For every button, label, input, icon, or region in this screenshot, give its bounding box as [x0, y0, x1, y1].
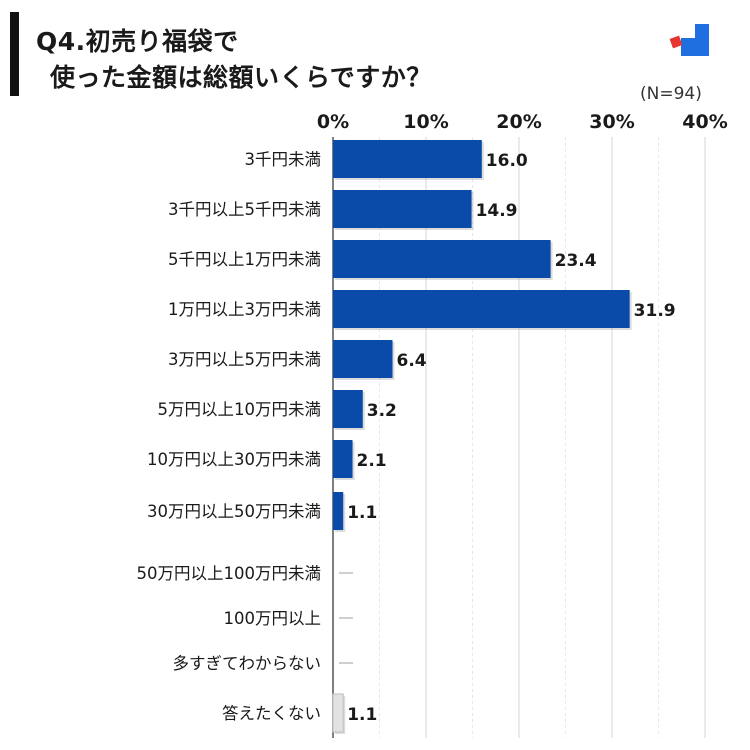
- value-label: 31.9: [634, 301, 676, 321]
- x-tick-label: 10%: [403, 111, 448, 133]
- category-label: 5千円以上1万円未満: [168, 250, 321, 269]
- value-label: 6.4: [397, 351, 427, 371]
- category-label: 30万円以上50万円未満: [147, 502, 321, 521]
- category-label: 3千円以上5千円未満: [168, 200, 321, 219]
- value-label: 1.1: [347, 503, 377, 523]
- bar: [333, 492, 344, 530]
- category-label: 3千円未満: [245, 150, 322, 169]
- bar: [333, 290, 630, 328]
- x-tick-label: 30%: [589, 111, 634, 133]
- value-label: 16.0: [486, 151, 528, 171]
- category-label: 多すぎてわからない: [173, 654, 322, 673]
- x-tick-label: 0%: [317, 111, 349, 133]
- brand-logo: [669, 24, 709, 56]
- category-label: 答えたくない: [222, 704, 321, 723]
- bar: [333, 340, 393, 378]
- bar: [333, 440, 353, 478]
- x-tick-label: 40%: [682, 111, 727, 133]
- bar: [333, 190, 472, 228]
- value-label: 14.9: [476, 201, 518, 221]
- logo-red-shape: [669, 35, 683, 49]
- bar: [333, 140, 482, 178]
- value-label: 1.1: [347, 705, 377, 725]
- category-label: 5万円以上10万円未満: [158, 400, 322, 419]
- title-line-1: Q4.初売り福袋で: [36, 27, 239, 56]
- title-line-2: 使った金額は総額いくらですか？: [50, 63, 432, 92]
- x-tick-label: 20%: [496, 111, 541, 133]
- value-label: 3.2: [367, 401, 397, 421]
- category-label: 100万円以上: [224, 609, 322, 628]
- category-label: 10万円以上30万円未満: [147, 450, 321, 469]
- bar: [333, 390, 363, 428]
- bar: [333, 240, 551, 278]
- bar: [332, 693, 344, 733]
- title-accent-bar: [10, 12, 19, 96]
- sample-size-label: (N=94): [640, 84, 702, 104]
- category-label: 3万円以上5万円未満: [168, 350, 321, 369]
- chart-title: Q4.初売り福袋で 使った金額は総額いくらですか？: [36, 24, 432, 96]
- value-label: 2.1: [357, 451, 387, 471]
- value-label: 23.4: [555, 251, 597, 271]
- category-label: 50万円以上100万円未満: [137, 564, 322, 583]
- category-label: 1万円以上3万円未満: [168, 300, 321, 319]
